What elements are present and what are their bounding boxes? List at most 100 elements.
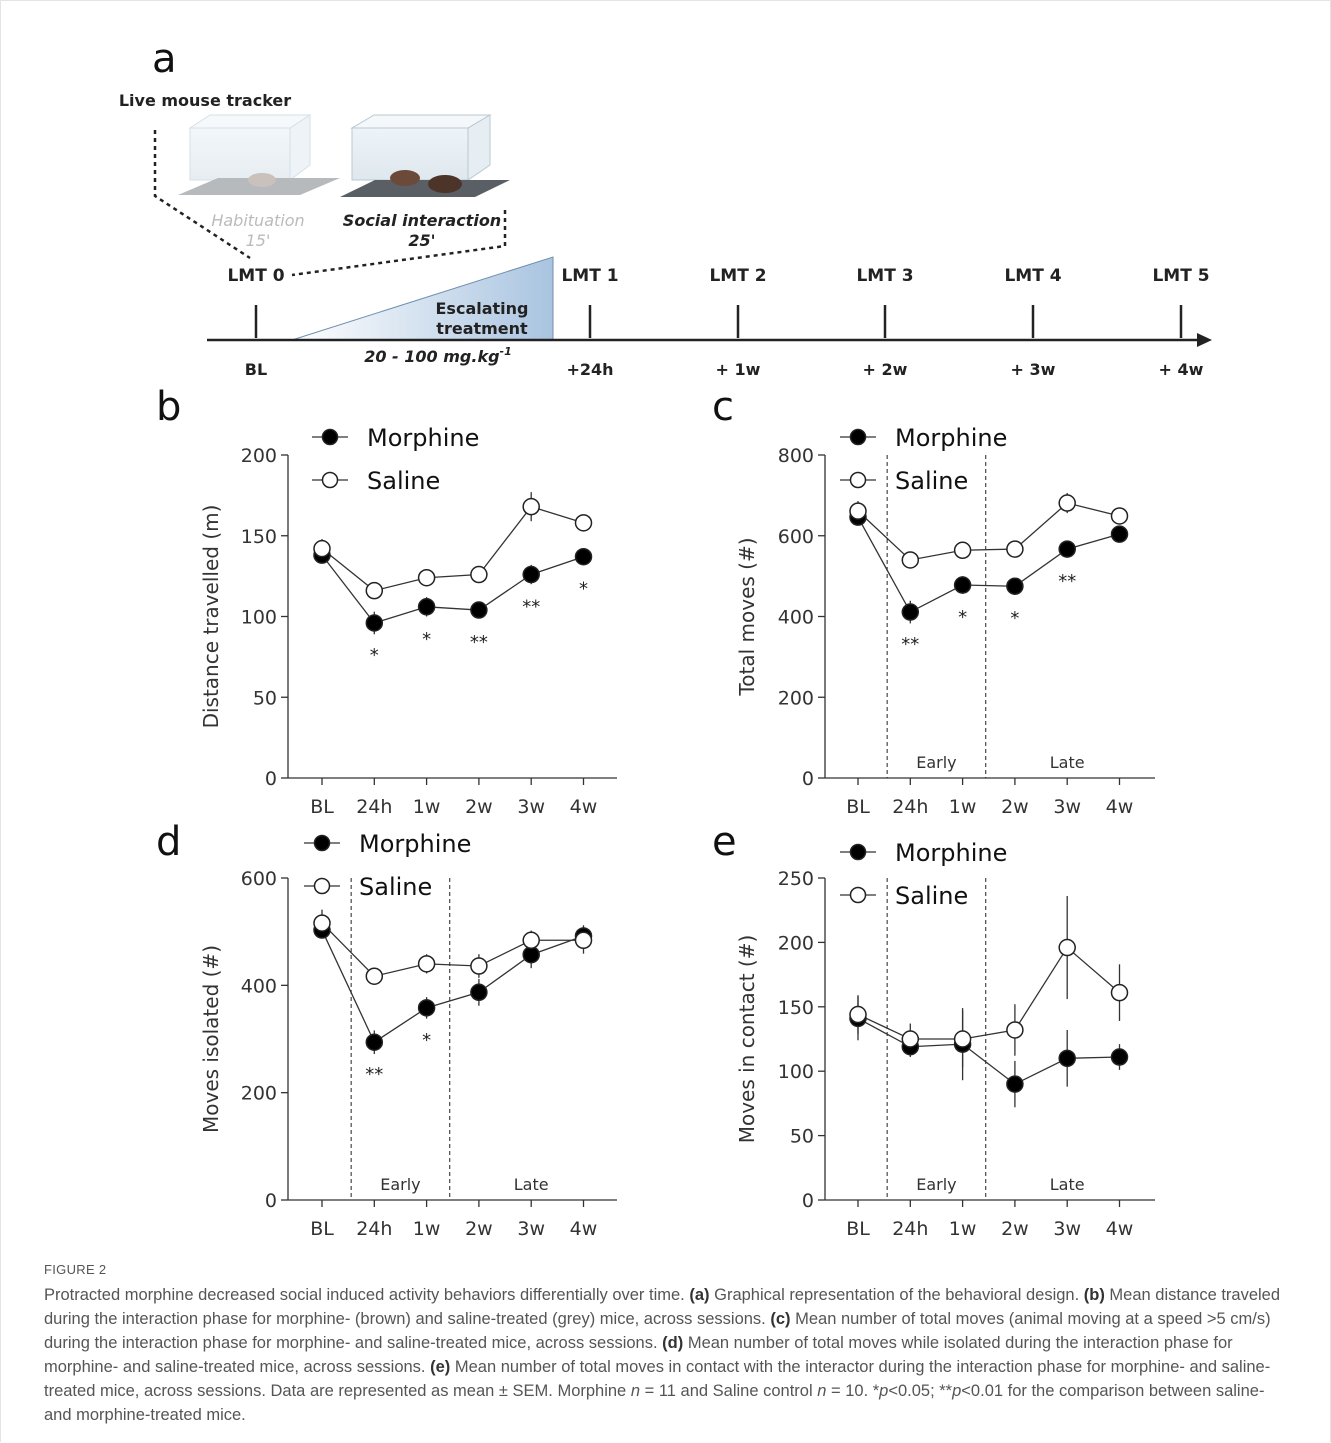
- point: [417, 598, 436, 616]
- caption-run: = 10. *: [826, 1382, 880, 1400]
- legend-label: Saline: [359, 873, 432, 901]
- y-tick-label: 250: [778, 868, 814, 890]
- point: [470, 601, 488, 619]
- y-tick-label: 200: [241, 1083, 277, 1105]
- legend-label: Saline: [367, 467, 440, 495]
- timepoint-label: +24h: [566, 360, 613, 379]
- caption-run: Protracted morphine decreased social ind…: [44, 1286, 690, 1304]
- series-line: [321, 505, 584, 592]
- point: [522, 931, 540, 950]
- legend-marker: [849, 843, 867, 861]
- legend-marker: [321, 471, 339, 489]
- legend-label: Saline: [895, 467, 968, 495]
- point: [1110, 983, 1129, 1002]
- y-tick-label: 600: [241, 868, 277, 890]
- session-label: LMT 2: [709, 266, 766, 286]
- x-tick-label: 2w: [1001, 1218, 1029, 1240]
- phase-label: Early: [916, 1175, 956, 1194]
- point: [365, 614, 384, 632]
- significance: *: [370, 645, 379, 666]
- legend-label: Morphine: [367, 424, 479, 452]
- caption-run: <0.05; **: [888, 1382, 953, 1400]
- y-axis-title: Total moves (#): [735, 537, 759, 696]
- phase-duration: 15': [246, 231, 271, 250]
- y-tick-label: 200: [778, 932, 814, 954]
- y-tick-label: 150: [241, 526, 277, 548]
- treatment-label: treatment: [436, 319, 528, 338]
- point: [1006, 1075, 1024, 1093]
- legend-marker: [313, 877, 331, 895]
- x-tick-label: 1w: [413, 796, 441, 818]
- y-tick-label: 0: [802, 1190, 814, 1212]
- significance: *: [579, 579, 588, 600]
- significance: **: [470, 632, 488, 653]
- point: [849, 502, 867, 520]
- series-line: [321, 554, 584, 624]
- x-tick-label: 24h: [356, 796, 392, 818]
- legend-label: Saline: [895, 882, 968, 910]
- legend-marker: [321, 428, 339, 446]
- phase-label: Early: [380, 1175, 420, 1194]
- caption: FIGURE 2 Protracted morphine decreased s…: [44, 1262, 1294, 1427]
- point: [1006, 1021, 1024, 1039]
- timepoint-label: + 1w: [716, 360, 761, 379]
- point: [953, 1030, 972, 1048]
- x-tick-label: 4w: [570, 1218, 598, 1240]
- point: [901, 603, 920, 621]
- caption-run: (e): [430, 1358, 451, 1376]
- caption-run: Graphical representation of the behavior…: [709, 1286, 1084, 1304]
- x-tick-label: 4w: [1106, 1218, 1134, 1240]
- timepoint-label: BL: [245, 360, 267, 379]
- series-line: [857, 516, 1120, 613]
- panel-letter: c: [712, 384, 734, 430]
- series-line: [857, 1017, 1120, 1085]
- significance: **: [522, 597, 540, 618]
- x-tick-label: 1w: [949, 796, 977, 818]
- x-tick-label: 3w: [517, 796, 545, 818]
- y-tick-label: 150: [778, 997, 814, 1019]
- y-tick-label: 200: [778, 687, 814, 709]
- caption-run: p: [879, 1382, 889, 1400]
- significance: *: [1010, 608, 1019, 629]
- series-line: [857, 502, 1120, 561]
- point: [1110, 525, 1129, 543]
- point: [417, 568, 436, 587]
- chart: d 0 200 400 600 BL 24h 1w 2w 3w 4w Moves isolated (…: [156, 819, 617, 1240]
- caption-run: (d): [662, 1334, 684, 1352]
- x-tick-label: 3w: [1053, 796, 1081, 818]
- session-label: LMT 5: [1152, 266, 1209, 286]
- caption-run: n: [817, 1382, 827, 1400]
- phase-name: Social interaction: [343, 211, 501, 230]
- x-tick-label: 24h: [356, 1218, 392, 1240]
- cage-social: [340, 114, 510, 197]
- y-axis-title: Moves isolated (#): [199, 945, 223, 1133]
- caption-run: Mean number of total moves while isolate…: [44, 1334, 1233, 1376]
- point: [953, 576, 972, 594]
- session-label: LMT 3: [856, 266, 913, 286]
- point: [417, 999, 436, 1017]
- point: [1058, 540, 1076, 558]
- y-tick-label: 800: [778, 445, 814, 467]
- point: [417, 955, 436, 973]
- significance: **: [365, 1064, 383, 1085]
- y-tick-label: 600: [778, 526, 814, 548]
- point: [1058, 938, 1076, 957]
- x-tick-label: BL: [310, 1218, 334, 1240]
- phase-label: Late: [514, 1175, 549, 1194]
- y-tick-label: 0: [265, 1190, 277, 1212]
- point: [1058, 1049, 1076, 1068]
- point: [313, 539, 331, 558]
- point: [1058, 494, 1076, 512]
- x-tick-label: 2w: [465, 1218, 493, 1240]
- diagram-title: Live mouse tracker: [119, 91, 291, 110]
- point: [365, 967, 384, 985]
- point: [574, 547, 593, 566]
- phase-name: Habituation: [211, 211, 304, 230]
- panel-letter: b: [156, 384, 181, 430]
- x-tick-label: 2w: [465, 796, 493, 818]
- caption-text: Protracted morphine decreased social ind…: [44, 1283, 1294, 1427]
- figure-label: FIGURE 2: [44, 1262, 107, 1277]
- caption-run: = 11 and Saline control: [640, 1382, 818, 1400]
- caption-run: n: [630, 1382, 641, 1400]
